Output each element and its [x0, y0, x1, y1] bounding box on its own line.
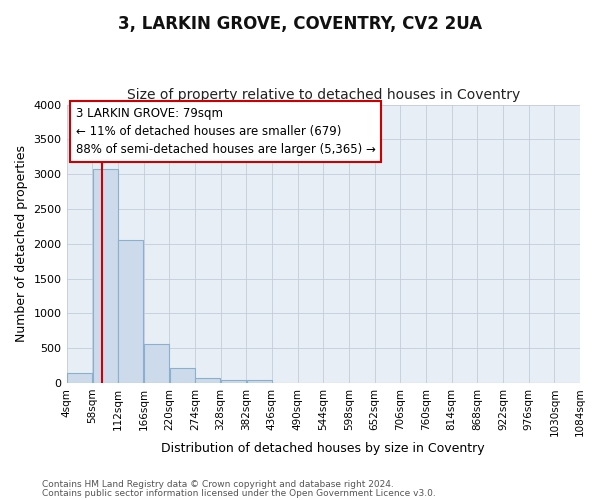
Bar [144, 344, 169, 383]
Text: Contains HM Land Registry data © Crown copyright and database right 2024.: Contains HM Land Registry data © Crown c… [42, 480, 394, 489]
Bar [195, 378, 220, 383]
Bar [92, 170, 118, 383]
Bar [118, 240, 143, 383]
Bar [221, 380, 246, 383]
Y-axis label: Number of detached properties: Number of detached properties [15, 146, 28, 342]
Bar [67, 372, 92, 383]
Bar [247, 380, 272, 383]
Text: 3, LARKIN GROVE, COVENTRY, CV2 2UA: 3, LARKIN GROVE, COVENTRY, CV2 2UA [118, 15, 482, 33]
Title: Size of property relative to detached houses in Coventry: Size of property relative to detached ho… [127, 88, 520, 102]
X-axis label: Distribution of detached houses by size in Coventry: Distribution of detached houses by size … [161, 442, 485, 455]
Text: Contains public sector information licensed under the Open Government Licence v3: Contains public sector information licen… [42, 488, 436, 498]
Bar [170, 368, 194, 383]
Text: 3 LARKIN GROVE: 79sqm
← 11% of detached houses are smaller (679)
88% of semi-det: 3 LARKIN GROVE: 79sqm ← 11% of detached … [76, 108, 376, 156]
